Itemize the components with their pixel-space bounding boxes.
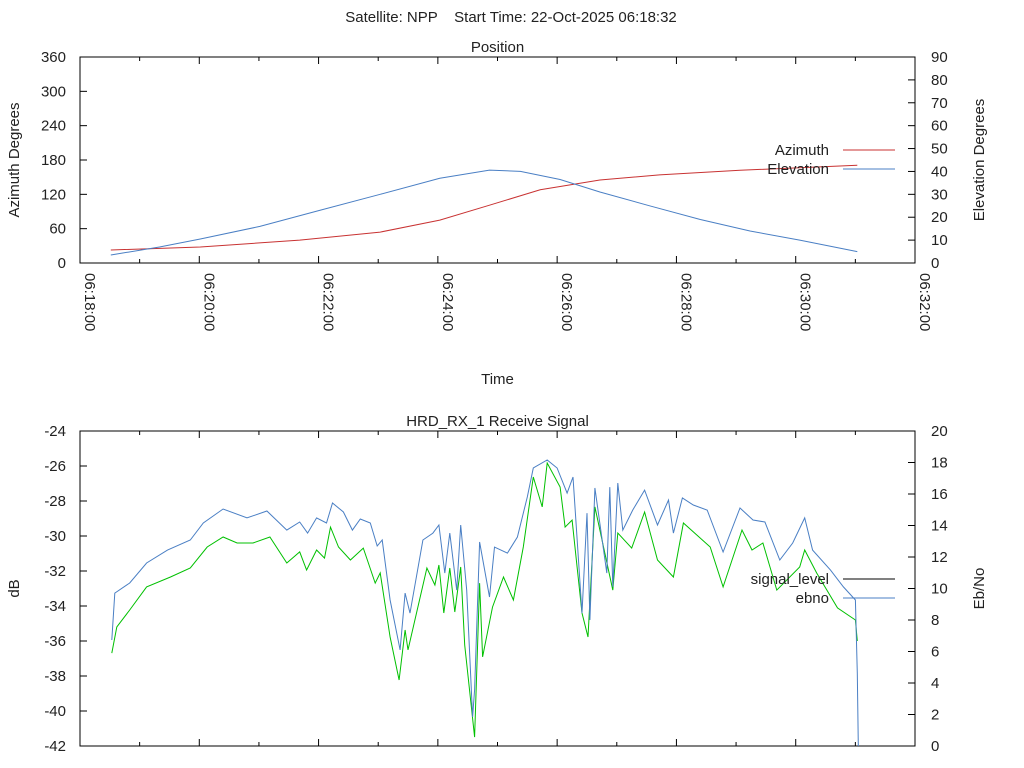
y-tick-label: -34 <box>44 598 66 615</box>
y2-tick-label: 20 <box>931 209 948 226</box>
y-tick-label: -42 <box>44 738 66 755</box>
y-tick-label: 60 <box>49 221 66 238</box>
y2-tick-label: 10 <box>931 581 948 598</box>
y-tick-label: 360 <box>41 49 66 66</box>
chart-header-title: Satellite: NPP Start Time: 22-Oct-2025 0… <box>345 9 677 26</box>
y2-tick-label: 80 <box>931 72 948 89</box>
y-tick-label: -38 <box>44 668 66 685</box>
y2-tick-label: 12 <box>931 549 948 566</box>
position-border <box>79 56 916 264</box>
y-axis-label: Azimuth Degrees <box>6 102 23 217</box>
y2-tick-label: 0 <box>931 738 939 755</box>
x-tick-label: 06:26:00 <box>558 273 575 331</box>
y2-tick-label: 20 <box>931 423 948 440</box>
y2-tick-label: 14 <box>931 518 948 535</box>
y2-tick-label: 6 <box>931 644 939 661</box>
legend-label-signal-level: signal_level <box>751 571 829 588</box>
y2-tick-label: 0 <box>931 255 939 272</box>
y2-tick-label: 70 <box>931 95 948 112</box>
y-tick-label: -30 <box>44 528 66 545</box>
x-tick-label: 06:18:00 <box>81 273 98 331</box>
legend-label-ebno: ebno <box>796 590 829 607</box>
position-title: Position <box>471 39 524 56</box>
y2-tick-label: 16 <box>931 486 948 503</box>
y2-tick-label: 90 <box>931 49 948 66</box>
series-line-elevation <box>110 169 858 256</box>
y2-tick-label: 60 <box>931 118 948 135</box>
series-line-ebno <box>111 459 859 747</box>
x-tick-label: 06:32:00 <box>916 273 933 331</box>
x-tick-label: 06:22:00 <box>320 273 337 331</box>
y2-axis-label: Eb/No <box>971 568 988 610</box>
y2-tick-label: 30 <box>931 186 948 203</box>
x-tick-label: 06:20:00 <box>200 273 217 331</box>
signal-border <box>79 430 916 747</box>
y-tick-label: 240 <box>41 118 66 135</box>
y-tick-label: -28 <box>44 493 66 510</box>
y-tick-label: 300 <box>41 83 66 100</box>
y2-axis-label: Elevation Degrees <box>971 99 988 222</box>
y2-tick-label: 18 <box>931 455 948 472</box>
series-line-signal-level <box>111 461 858 738</box>
legend-label-elevation: Elevation <box>767 161 829 178</box>
y-tick-label: -40 <box>44 703 66 720</box>
y2-tick-label: 2 <box>931 707 939 724</box>
y-tick-label: 0 <box>58 255 66 272</box>
y-tick-label: -24 <box>44 423 66 440</box>
x-tick-label: 06:28:00 <box>677 273 694 331</box>
y2-tick-label: 40 <box>931 163 948 180</box>
y2-tick-label: 10 <box>931 232 948 249</box>
y2-tick-label: 8 <box>931 612 939 629</box>
signal-title: HRD_RX_1 Receive Signal <box>406 413 589 430</box>
series-line-azimuth <box>110 164 858 251</box>
y-axis-label: dB <box>6 579 23 597</box>
x-tick-label: 06:30:00 <box>797 273 814 331</box>
legend-label-azimuth: Azimuth <box>775 142 829 159</box>
y-tick-label: -36 <box>44 633 66 650</box>
x-tick-label: 06:24:00 <box>439 273 456 331</box>
y-tick-label: 180 <box>41 152 66 169</box>
position-plot: Position 06:18:00 06:20:00 06:22:00 06:24:00… <box>6 39 988 388</box>
signal-plot: HRD_RX_1 Receive Signal -42 -40 -38 -36 -34 -3… <box>6 413 988 755</box>
y-tick-label: -32 <box>44 563 66 580</box>
y-tick-label: -26 <box>44 458 66 475</box>
x-axis-label: Time <box>481 371 514 388</box>
y2-tick-label: 4 <box>931 675 939 692</box>
y2-tick-label: 50 <box>931 141 948 158</box>
y-tick-label: 120 <box>41 186 66 203</box>
